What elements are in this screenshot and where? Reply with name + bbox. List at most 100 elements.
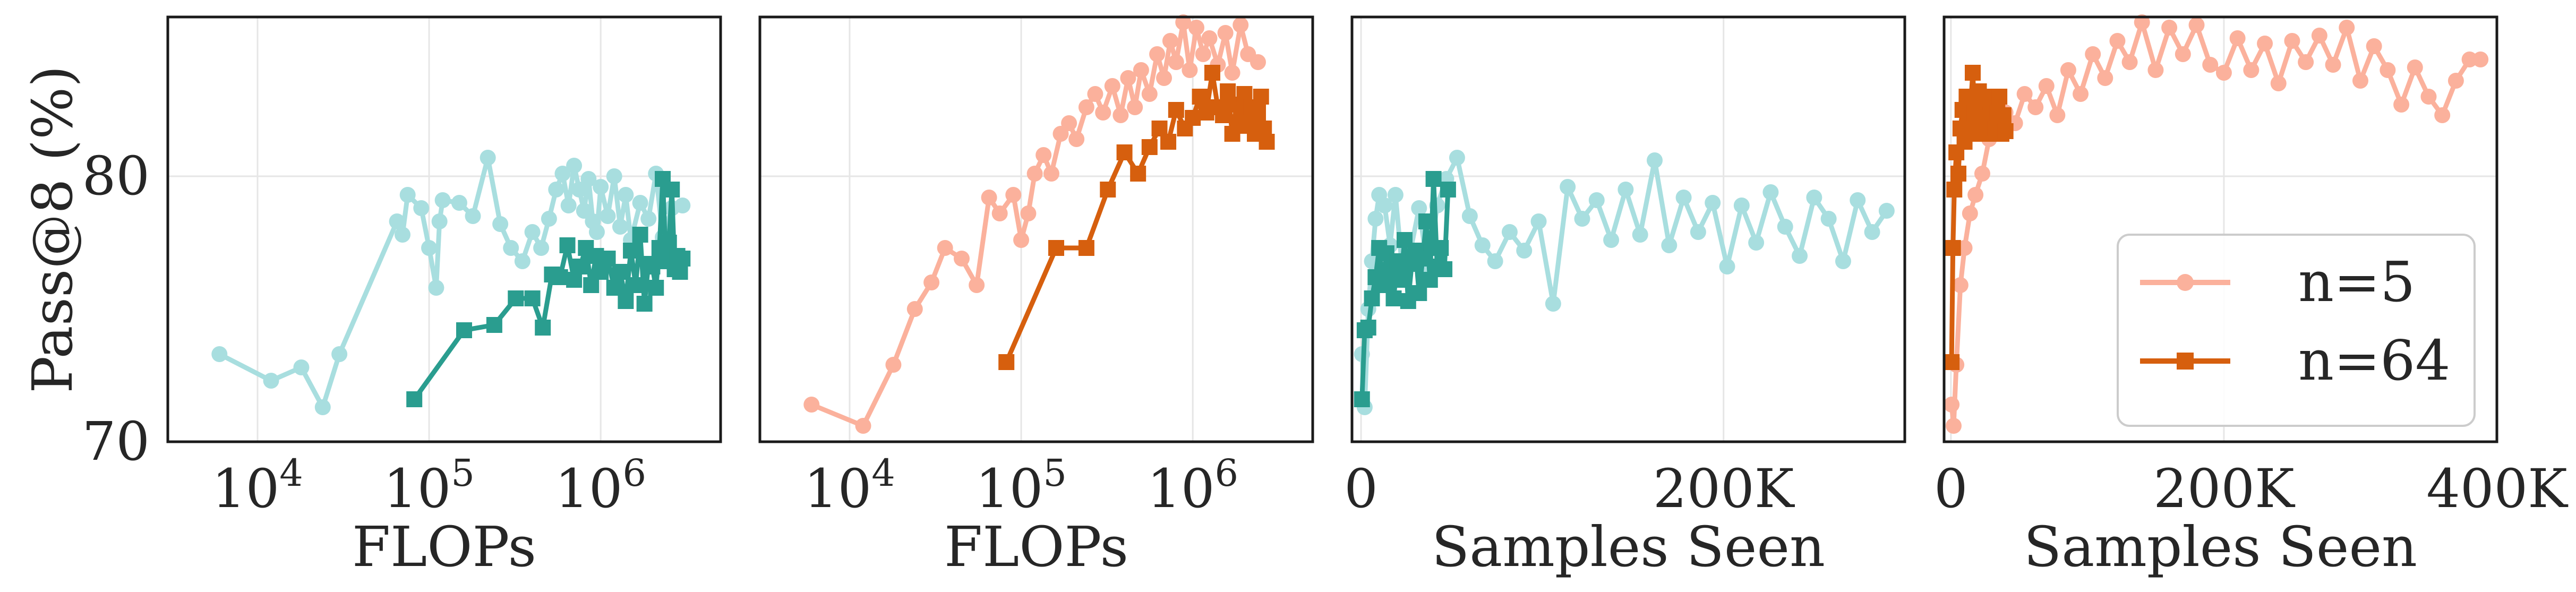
data-point-n=5 [576, 203, 592, 219]
x-tick-label: 400K [2426, 458, 2569, 520]
panel-1-frame [166, 15, 722, 443]
data-point-n=5 [1878, 203, 1895, 219]
data-point-n=64 [486, 317, 502, 333]
data-point-n=5 [981, 190, 997, 205]
data-point-n=5 [413, 200, 430, 216]
data-point-n=64 [1250, 105, 1266, 121]
data-point-n=5 [2229, 30, 2246, 46]
data-point-n=64 [1436, 261, 1453, 277]
data-point-n=5 [1945, 418, 1962, 434]
data-point-n=5 [1201, 30, 1218, 46]
data-point-n=64 [648, 280, 664, 296]
data-point-n=5 [969, 277, 985, 293]
data-point-n=64 [1204, 65, 1220, 81]
data-point-n=64 [644, 259, 661, 274]
data-point-n=5 [1061, 115, 1077, 131]
data-point-n=5 [395, 227, 411, 243]
data-point-n=5 [593, 179, 609, 195]
data-point-n=5 [2097, 70, 2113, 86]
data-point-n=5 [1149, 46, 1166, 62]
data-point-n=5 [533, 240, 550, 256]
data-point-n=64 [508, 290, 524, 306]
data-point-n=5 [1367, 211, 1384, 227]
panel-4-x-axis-label: Samples Seen [2024, 514, 2417, 579]
panel-2-x-axis-label: FLOPs [944, 514, 1128, 579]
data-point-n=5 [1020, 205, 1037, 221]
data-point-n=5 [1806, 190, 1822, 205]
data-point-n=5 [431, 213, 448, 229]
data-point-n=5 [331, 346, 348, 362]
panel-2-ticks: 104 105 106 [804, 451, 1238, 520]
data-point-n=5 [2284, 33, 2300, 49]
data-point-n=5 [1661, 237, 1678, 253]
data-point-n=5 [1005, 187, 1022, 203]
data-point-n=5 [554, 166, 571, 182]
data-point-n=5 [2420, 89, 2437, 105]
data-point-n=64 [1425, 171, 1442, 187]
series-line-n=5 [1359, 155, 1889, 410]
data-point-n=5 [314, 399, 331, 415]
panel-1-grid [168, 17, 721, 442]
data-point-n=64 [1253, 89, 1269, 105]
data-point-n=5 [1777, 219, 1793, 235]
data-point-n=5 [2257, 36, 2273, 52]
data-point-n=5 [2188, 17, 2205, 33]
data-point-n=64 [998, 354, 1015, 370]
panel-1-ticks: 104 105 106 70 80 [82, 145, 646, 520]
data-point-n=5 [588, 224, 605, 240]
data-point-n=5 [480, 150, 496, 166]
data-point-n=64 [1078, 240, 1094, 256]
data-point-n=5 [1618, 182, 1634, 198]
data-point-n=5 [606, 168, 622, 184]
data-point-n=5 [428, 280, 444, 296]
data-point-n=64 [628, 277, 644, 293]
data-point-n=5 [2215, 65, 2232, 81]
data-point-n=5 [2085, 46, 2101, 62]
data-point-n=64 [1116, 144, 1133, 160]
data-point-n=64 [1440, 182, 1456, 198]
data-point-n=5 [954, 251, 970, 267]
data-point-n=5 [1646, 152, 1663, 168]
data-point-n=64 [612, 264, 628, 280]
data-point-n=5 [1967, 187, 1984, 203]
data-point-n=5 [1850, 192, 1866, 208]
data-point-n=5 [1013, 232, 1030, 248]
data-point-n=5 [1705, 195, 1721, 211]
data-point-n=5 [1574, 211, 1590, 227]
data-point-n=64 [618, 293, 634, 309]
x-tick-label: 104 [804, 451, 895, 520]
data-point-n=5 [1120, 70, 1136, 86]
panel-4-ticks: 0 200K 400K [1934, 458, 2569, 520]
data-point-n=5 [2339, 20, 2355, 36]
panel-1-series [211, 150, 691, 415]
x-tick-label: 106 [555, 451, 646, 520]
data-point-n=5 [1864, 224, 1880, 240]
data-point-n=5 [1411, 200, 1427, 216]
panel-2-series [803, 14, 1275, 434]
data-point-n=5 [1690, 224, 1706, 240]
data-point-n=5 [1095, 105, 1111, 121]
data-point-n=5 [1087, 86, 1103, 102]
data-point-n=64 [572, 259, 588, 274]
legend-marker-n5 [2177, 274, 2194, 291]
data-point-n=5 [1719, 259, 1735, 274]
data-point-n=64 [535, 320, 551, 336]
data-point-n=5 [503, 240, 519, 256]
legend-label-n64: n=64 [2298, 328, 2450, 393]
data-point-n=64 [1950, 166, 1966, 182]
data-point-n=5 [524, 224, 541, 240]
data-point-n=64 [524, 290, 541, 306]
data-point-n=64 [1991, 89, 2008, 105]
data-point-n=5 [2352, 73, 2368, 89]
data-point-n=5 [571, 182, 587, 198]
legend-label-n5: n=5 [2298, 250, 2415, 314]
panel-4-series [1944, 14, 2489, 434]
x-tick-label: 0 [1344, 458, 1378, 520]
data-point-n=5 [1224, 65, 1240, 81]
data-point-n=5 [293, 359, 310, 375]
data-point-n=5 [2472, 52, 2489, 67]
data-point-n=5 [2461, 52, 2478, 67]
data-point-n=5 [1043, 166, 1059, 182]
data-point-n=5 [580, 171, 597, 187]
